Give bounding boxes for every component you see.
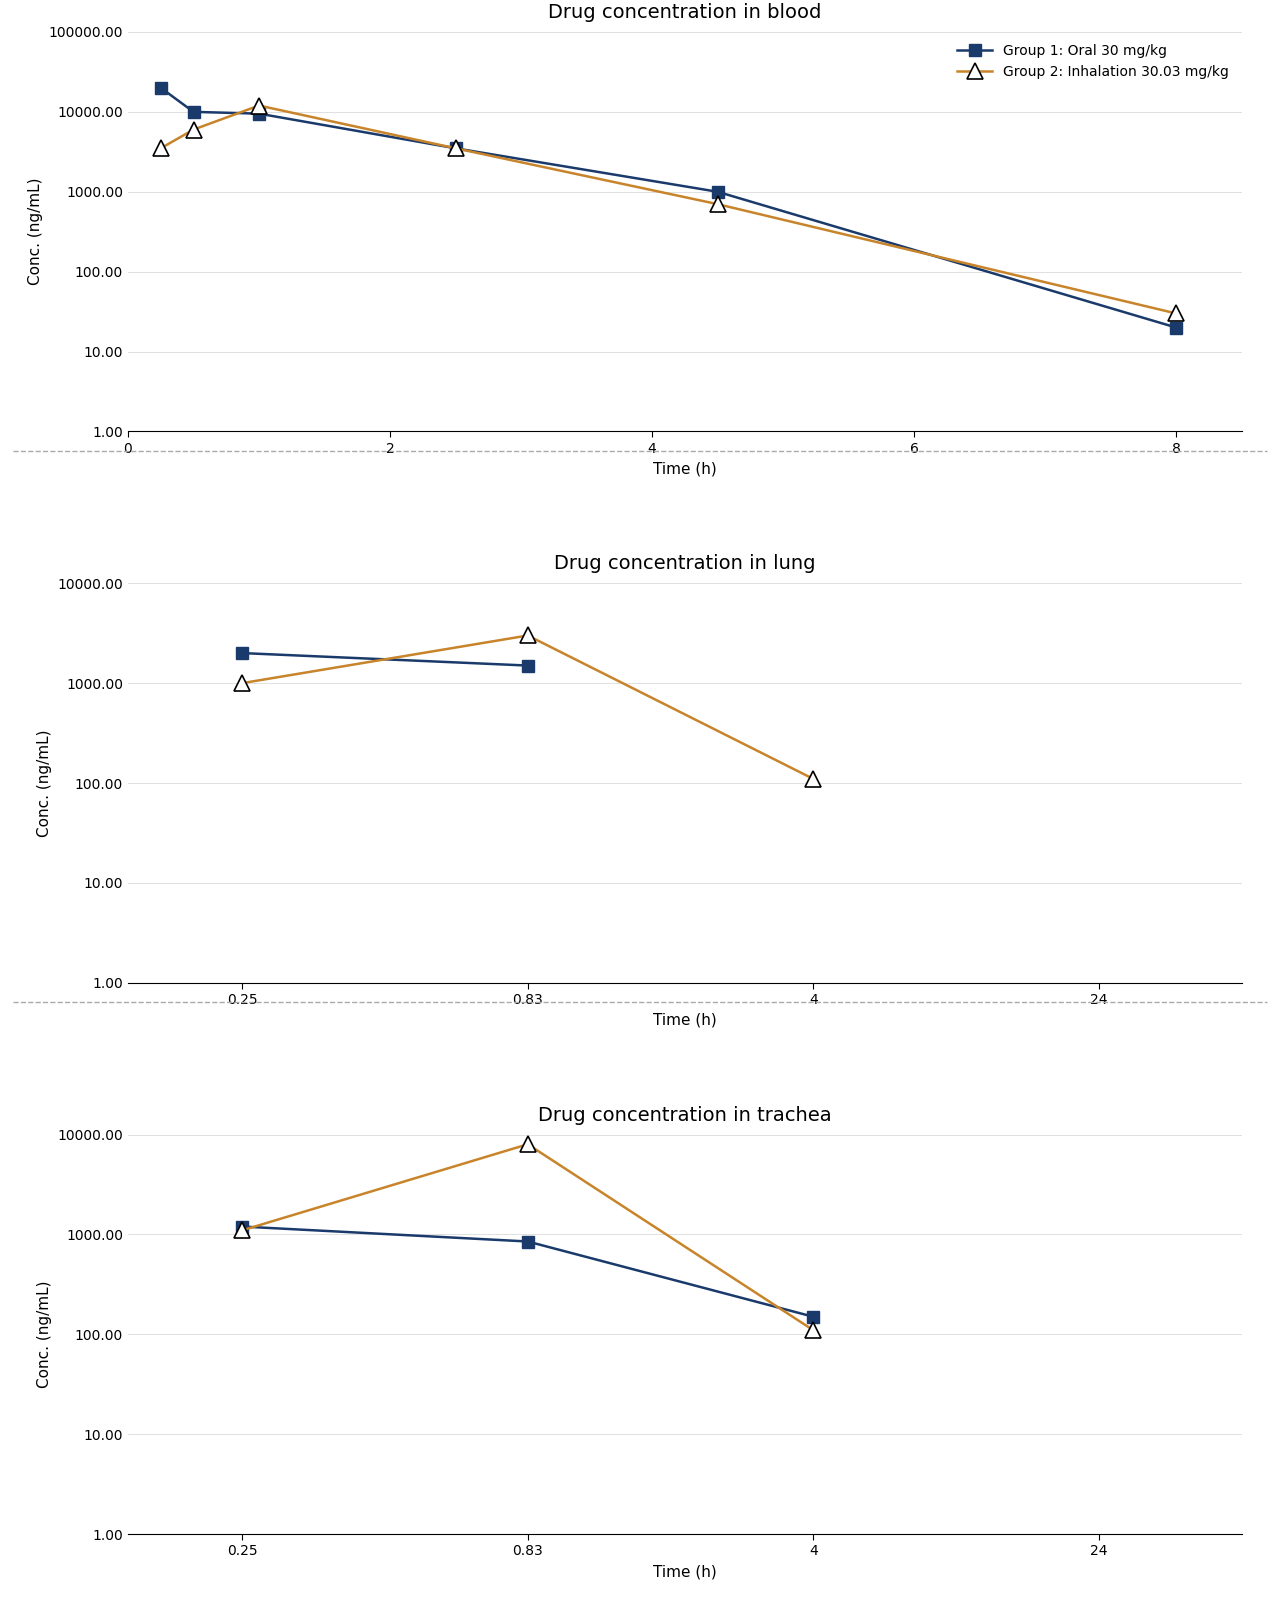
Y-axis label: Conc. (ng/mL): Conc. (ng/mL) (28, 177, 44, 286)
X-axis label: Time (h): Time (h) (653, 1564, 717, 1579)
Title: Drug concentration in trachea: Drug concentration in trachea (538, 1106, 832, 1125)
Legend: Group 1: Oral 30 mg/kg, Group 2: Inhalation 30.03 mg/kg: Group 1: Oral 30 mg/kg, Group 2: Inhalat… (952, 38, 1235, 85)
Title: Drug concentration in lung: Drug concentration in lung (554, 555, 815, 574)
X-axis label: Time (h): Time (h) (653, 1013, 717, 1028)
Y-axis label: Conc. (ng/mL): Conc. (ng/mL) (37, 729, 51, 837)
Title: Drug concentration in blood: Drug concentration in blood (548, 3, 822, 22)
X-axis label: Time (h): Time (h) (653, 462, 717, 476)
Y-axis label: Conc. (ng/mL): Conc. (ng/mL) (37, 1280, 51, 1389)
